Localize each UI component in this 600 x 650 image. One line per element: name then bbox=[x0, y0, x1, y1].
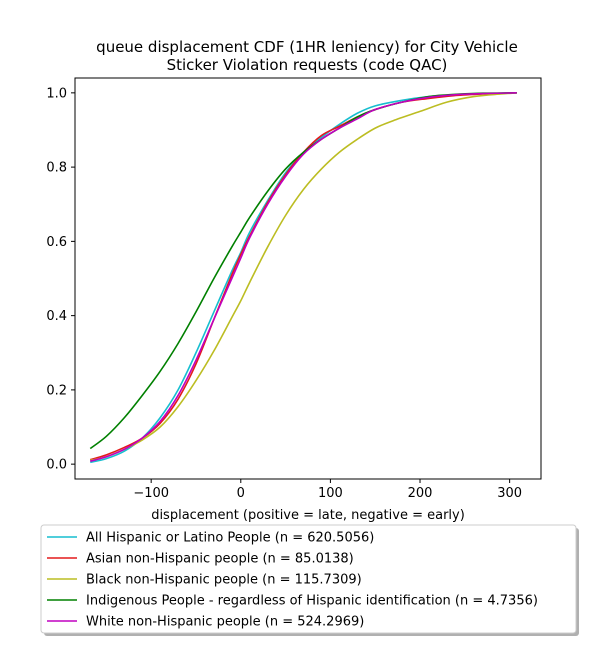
y-tick-label: 0.0 bbox=[46, 458, 67, 473]
series-line-2 bbox=[90, 92, 517, 462]
y-tick-label: 0.4 bbox=[46, 309, 67, 324]
y-tick-label: 0.2 bbox=[46, 383, 67, 398]
legend-label-4: White non-Hispanic people (n = 524.2969) bbox=[86, 615, 364, 630]
legend-label-0: All Hispanic or Latino People (n = 620.5… bbox=[86, 531, 374, 546]
y-tick-label: 0.8 bbox=[46, 161, 67, 176]
legend-label-3: Indigenous People - regardless of Hispan… bbox=[86, 594, 538, 609]
y-axis-ticks: 0.0 0.2 0.4 0.6 0.8 1.0 bbox=[46, 86, 75, 473]
series-line-0 bbox=[90, 92, 517, 464]
legend-entries: All Hispanic or Latino People (n = 620.5… bbox=[47, 531, 538, 630]
plot-frame bbox=[74, 77, 542, 480]
series-line-4 bbox=[90, 92, 517, 462]
chart-title-line-1: queue displacement CDF (1HR leniency) fo… bbox=[96, 38, 518, 56]
x-tick-label: −100 bbox=[133, 486, 169, 501]
legend-label-1: Asian non-Hispanic people (n = 85.0138) bbox=[86, 552, 354, 567]
x-tick-label: 300 bbox=[497, 486, 522, 501]
legend-box bbox=[40, 524, 577, 634]
x-tick-label: 200 bbox=[408, 486, 433, 501]
series-layer bbox=[89, 92, 517, 464]
plot-area: −100 0 100 200 300 0.0 0.2 0.4 0.6 0.8 1.0 bbox=[46, 77, 542, 501]
y-tick-label: 0.6 bbox=[46, 235, 67, 250]
y-tick-label: 1.0 bbox=[46, 86, 67, 101]
x-tick-label: 100 bbox=[318, 486, 343, 501]
legend-label-2: Black non-Hispanic people (n = 115.7309) bbox=[86, 573, 362, 588]
x-axis-ticks: −100 0 100 200 300 bbox=[133, 479, 522, 501]
legend: All Hispanic or Latino People (n = 620.5… bbox=[40, 524, 579, 636]
x-tick-label: 0 bbox=[237, 486, 245, 501]
x-axis-label: displacement (positive = late, negative … bbox=[151, 508, 465, 523]
chart-title-line-2: Sticker Violation requests (code QAC) bbox=[167, 56, 448, 74]
